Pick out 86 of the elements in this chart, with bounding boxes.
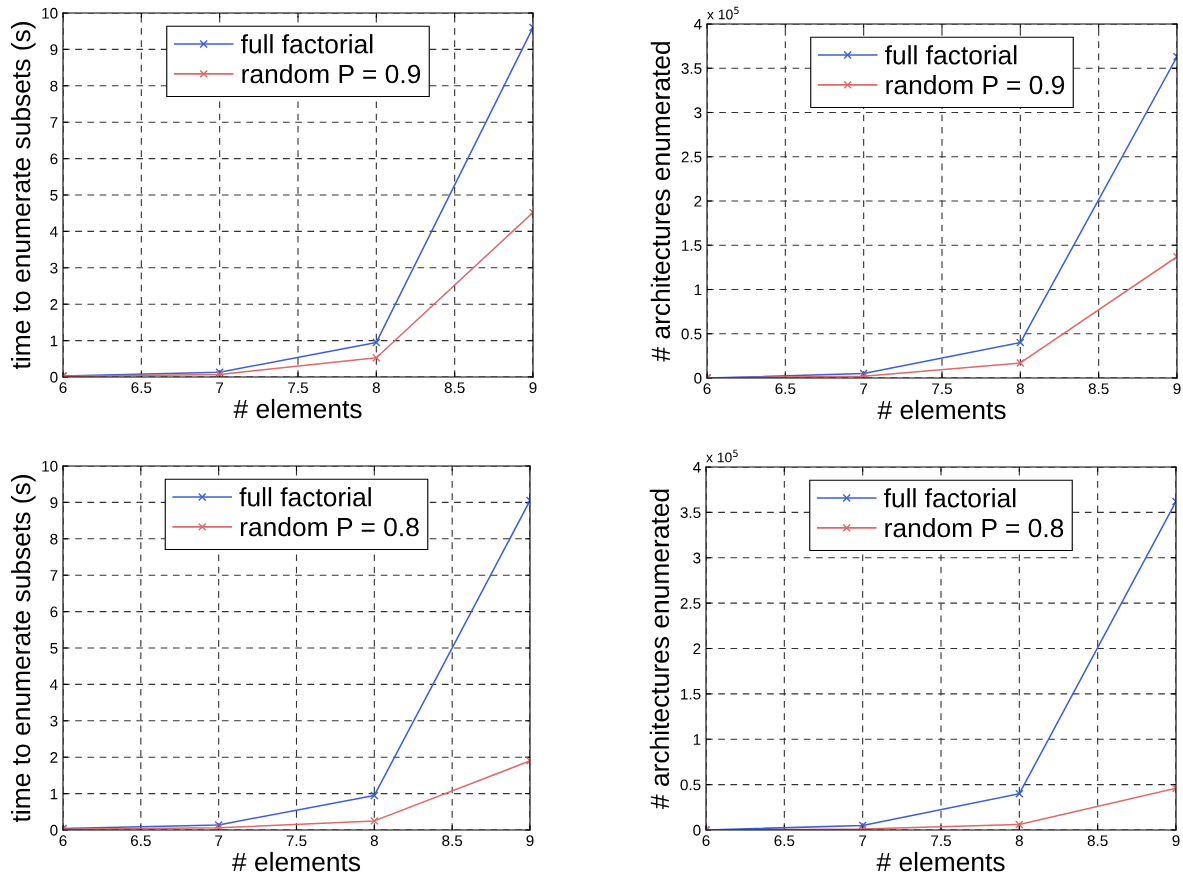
x-tick-label: 6	[702, 835, 710, 847]
legend-label: random P = 0.9	[242, 63, 421, 84]
y-tick-label: 3.5	[680, 507, 701, 519]
y-tick-label: 5	[50, 190, 58, 201]
y-tick-label: 0.5	[681, 328, 702, 340]
x-tick-label: 8.5	[1087, 835, 1108, 847]
y-axis-title: time to enumerate subsets (s)	[10, 22, 36, 370]
x-tick-label: 7.5	[931, 835, 951, 847]
y-tick-label: 2	[694, 195, 702, 207]
x-axis-title: # elements	[233, 398, 362, 419]
legend-label: full factorial	[884, 488, 1016, 508]
y-tick-label: 1.5	[682, 240, 702, 251]
x-tick-label: 7	[216, 382, 224, 393]
y-tick-label: 4	[692, 462, 701, 473]
text: x 10$^{5}$	[706, 449, 738, 463]
x-tick-label: 6.5	[774, 835, 795, 847]
y-tick-label: 6	[50, 606, 58, 618]
y-tick-label: 10	[42, 460, 58, 472]
y-tick-label: 1	[50, 788, 58, 800]
x-tick-label: 8.5	[442, 835, 463, 847]
y-tick-label: 3	[50, 262, 58, 274]
legend-label: random P = 0.8	[885, 517, 1064, 538]
x-axis-title: # elements	[876, 851, 1005, 872]
text: x 10$^{5}$	[707, 6, 739, 20]
x-tick-label: 6.5	[131, 382, 152, 394]
x-tick-label: 8.5	[1088, 383, 1109, 395]
y-tick-label: 1	[694, 284, 702, 296]
x-tick-label: 6.5	[775, 383, 796, 395]
x-tick-label: 9	[529, 382, 537, 394]
x-tick-label: 9	[1173, 383, 1181, 395]
x-tick-label: 9	[526, 835, 534, 847]
y-tick-label: 1.5	[681, 688, 701, 700]
y-tick-label: 2	[50, 299, 58, 310]
x-tick-label: 7.5	[288, 382, 308, 394]
y-tick-label: 2	[693, 643, 701, 655]
x-tick-label: 7	[215, 835, 223, 846]
y-tick-label: 7	[50, 117, 58, 128]
y-tick-label: 0	[693, 824, 701, 836]
y-axis-title: # architectures enumerated	[649, 489, 670, 809]
y-tick-label: 8	[50, 80, 58, 92]
x-tick-label: 8	[370, 835, 378, 847]
x-tick-label: 8.5	[444, 382, 465, 394]
y-tick-label: 6	[50, 153, 58, 165]
x-tick-label: 7	[860, 383, 868, 394]
y-tick-label: 4	[49, 226, 58, 237]
y-tick-label: 5	[50, 643, 58, 654]
x-tick-label: 8	[372, 382, 380, 394]
x-tick-label: 8	[1016, 383, 1024, 395]
x-tick-label: 8	[1015, 835, 1023, 847]
y-tick-label: 10	[42, 7, 58, 19]
y-tick-label: 0	[694, 372, 702, 384]
y-tick-label: 3.5	[681, 63, 702, 74]
legend-label: random P = 0.9	[886, 74, 1065, 95]
y-tick-label: 0	[50, 371, 58, 383]
legend-label: random P = 0.8	[240, 516, 419, 537]
legend-label: full factorial	[885, 45, 1017, 65]
y-axis-title: # architectures enumerated	[650, 42, 671, 362]
y-tick-label: 1	[50, 335, 58, 347]
y-tick-label: 8	[50, 533, 58, 545]
x-axis-title: # elements	[232, 851, 361, 872]
x-tick-label: 6.5	[130, 835, 151, 847]
y-tick-label: 0.5	[680, 779, 701, 791]
x-tick-label: 6	[59, 382, 67, 394]
y-tick-label: 7	[50, 570, 58, 581]
x-axis-title: # elements	[877, 399, 1006, 420]
y-tick-label: 3	[694, 107, 702, 119]
y-tick-label: 0	[50, 824, 58, 836]
y-tick-label: 2.5	[681, 151, 702, 163]
x-tick-label: 9	[1172, 835, 1180, 847]
y-tick-label: 2	[50, 752, 58, 763]
y-tick-label: 4	[693, 19, 702, 30]
x-tick-label: 6	[59, 835, 67, 847]
x-tick-label: 6	[703, 383, 711, 395]
y-tick-label: 3	[693, 552, 701, 564]
y-tick-label: 9	[50, 44, 58, 56]
x-tick-label: 7	[859, 835, 867, 846]
y-tick-label: 9	[50, 497, 58, 509]
x-tick-label: 7.5	[286, 835, 307, 847]
x-tick-label: 7.5	[932, 383, 952, 395]
y-axis-title: time to enumerate subsets (s)	[10, 475, 36, 823]
y-tick-label: 1	[693, 734, 701, 745]
legend-label: full factorial	[239, 487, 371, 507]
y-tick-label: 3	[50, 715, 58, 727]
legend-label: full factorial	[241, 34, 373, 54]
y-tick-label: 2.5	[680, 597, 701, 609]
y-tick-label: 4	[49, 679, 58, 690]
